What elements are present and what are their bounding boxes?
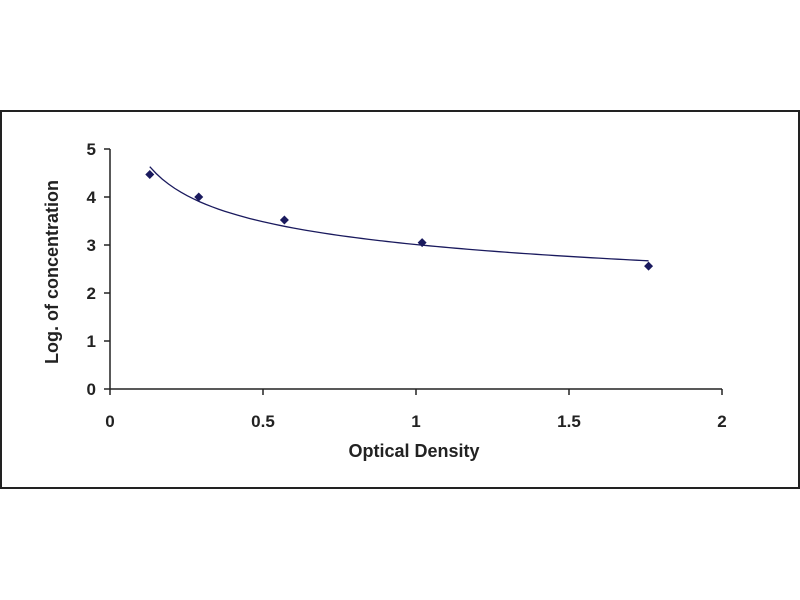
x-tick-label: 0.5 — [251, 412, 275, 431]
y-tick-label: 0 — [87, 380, 96, 399]
x-tick-label: 0 — [105, 412, 114, 431]
y-tick-label: 2 — [87, 284, 96, 303]
data-point — [145, 169, 155, 179]
x-tick-label: 1.5 — [557, 412, 581, 431]
x-axis-label: Optical Density — [348, 441, 479, 461]
data-point — [279, 215, 289, 225]
y-axis-label: Log. of concentration — [42, 180, 62, 364]
data-point — [194, 192, 204, 202]
y-tick-label: 3 — [87, 236, 96, 255]
fit-curve — [149, 166, 649, 262]
y-tick-label: 5 — [87, 140, 96, 159]
plot-area: 0 0.5 1 1.5 2 0 1 2 3 4 5 — [87, 140, 727, 431]
chart-frame — [0, 110, 800, 489]
data-point — [417, 238, 427, 248]
x-tick-label: 2 — [717, 412, 726, 431]
y-tick-label: 1 — [87, 332, 96, 351]
x-tick-label: 1 — [411, 412, 420, 431]
y-tick-label: 4 — [87, 188, 97, 207]
data-point — [644, 261, 654, 271]
